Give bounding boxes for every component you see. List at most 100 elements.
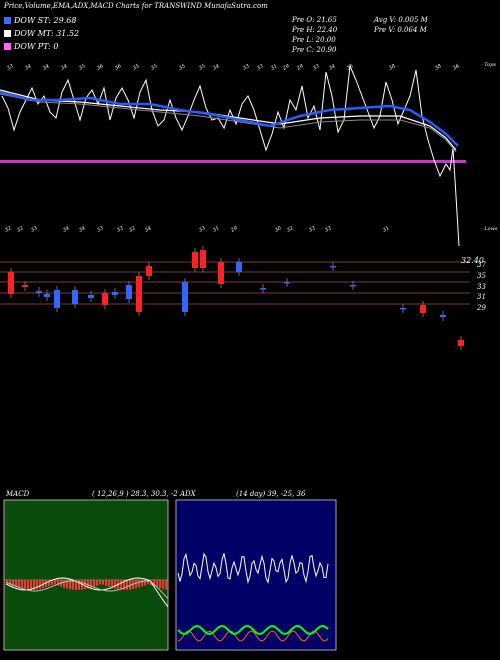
macd-hist-bar-41 [129,580,131,590]
top-label-8: 35 [150,63,159,71]
candle-3 [44,294,50,297]
bottom-label-2: 33 [30,225,39,233]
price-tick-35: 35 [477,272,486,280]
macd-hist-bar-25 [81,580,83,590]
macd-hist-bar-17 [57,580,59,586]
top-label-13: 33 [256,63,265,71]
macd-hist-bar-6 [24,580,26,590]
adx-params: (14 day) 39, -25, 36 [236,490,306,498]
macd-hist-bar-24 [78,580,80,590]
macd-hist-bar-30 [96,580,98,586]
candle-16 [236,262,242,272]
lows-corner: - Lows [481,226,498,232]
macd-panel [3,499,169,651]
top-label-16: 29 [295,63,305,72]
macd-hist-bar-36 [114,580,116,589]
bottom-label-8: 34 [144,225,153,233]
top-label-15: 29 [281,63,291,72]
top-label-9: 35 [178,63,187,71]
candle-9 [126,285,132,299]
dow-st-swatch [4,17,11,24]
close-price-line [1,64,460,247]
dow-st-legend: DOW ST: 29.68 [4,16,76,25]
macd-hist-bar-46 [144,580,146,586]
macd-hist-bar-39 [123,580,125,590]
macd-hist-bar-44 [138,580,140,588]
candle-13 [192,252,198,268]
macd-hist-bar-32 [102,580,104,585]
dow-pt-swatch [4,43,11,50]
macd-hist-bar-5 [21,580,23,590]
candle-15 [218,262,224,284]
macd-hist-bar-33 [105,580,107,586]
bottom-label-10: 31 [212,225,221,233]
top-label-11: 34 [212,63,221,71]
top-label-1: 34 [24,63,33,71]
price-tick-29: 29 [477,304,486,312]
macd-signal-line [5,580,169,600]
macd-hist-bar-20 [66,580,68,589]
macd-hist-bar-29 [93,580,95,587]
top-label-21: 38 [434,63,443,71]
top-label-18: 34 [328,63,337,71]
macd-hist-bar-2 [12,580,14,587]
macd-hist-bar-38 [120,580,122,590]
ema-long-line [0,93,457,153]
macd-line [5,577,169,608]
top-label-2: 34 [42,63,51,71]
top-label-7: 35 [132,63,141,71]
candle-19 [330,266,336,268]
macd-hist-bar-50 [156,580,158,588]
bottom-label-5: 33 [96,225,105,233]
candle-7 [102,293,108,305]
bottom-label-14: 33 [308,225,317,233]
top-label-6: 36 [114,63,123,72]
candle-4 [54,290,60,308]
macd-hist-bar-19 [63,580,65,588]
bottom-label-11: 29 [229,225,239,234]
candle-18 [284,282,290,284]
macd-hist-bar-28 [90,580,92,588]
macd-hist-bar-22 [72,580,74,590]
candle-20 [350,285,356,287]
macd-hist-bar-31 [99,580,101,585]
pre-volume: Pre V: 0.064 M [374,26,427,34]
macd-label: MACD [6,490,30,498]
candle-5 [72,290,78,304]
macd-hist-bar-43 [135,580,137,589]
top-label-4: 35 [78,63,87,71]
adx-label: ADX [180,490,196,498]
top-label-5: 36 [96,63,105,72]
bottom-label-6: 33 [116,225,125,233]
macd-hist-bar-49 [153,580,155,587]
dow-st-label: DOW ST: 29.68 [14,16,77,25]
bottom-label-3: 34 [62,225,71,233]
top-label-12: 33 [242,63,251,71]
macd-params: ( 12,26,9 ) 28.3, 30.3, -2 [92,490,178,498]
candle-23 [440,315,446,317]
macd-hist-bar-21 [69,580,71,590]
chart-title: Price,Volume,EMA,ADX,MACD Charts for TRA… [4,2,268,10]
candle-12 [182,282,188,312]
price-tick-37: 37 [477,261,486,269]
adx-line [177,624,329,636]
macd-hist-bar-23 [75,580,77,590]
macd-hist-bar-47 [147,580,149,585]
candle-17 [260,288,266,290]
macd-hist-bar-34 [108,580,110,587]
bottom-label-12: 30 [274,225,283,234]
ohlc-open: Pre O: 21.65 [292,16,337,24]
macd-hist-bar-10 [36,580,38,590]
macd-hist-bar-7 [27,580,29,590]
macd-hist-bar-8 [30,580,32,590]
dow-pt-label: DOW PT: 0 [14,42,59,51]
candle-21 [400,308,406,310]
bottom-label-4: 34 [78,225,87,233]
top-label-14: 31 [270,63,279,71]
macd-hist-bar-16 [54,580,56,585]
ohlc-high: Pre H: 22.40 [292,26,338,34]
price-tick-31: 31 [477,293,486,301]
ohlc-close: Pre C: 20.90 [292,46,337,54]
macd-hist-bar-26 [84,580,86,590]
